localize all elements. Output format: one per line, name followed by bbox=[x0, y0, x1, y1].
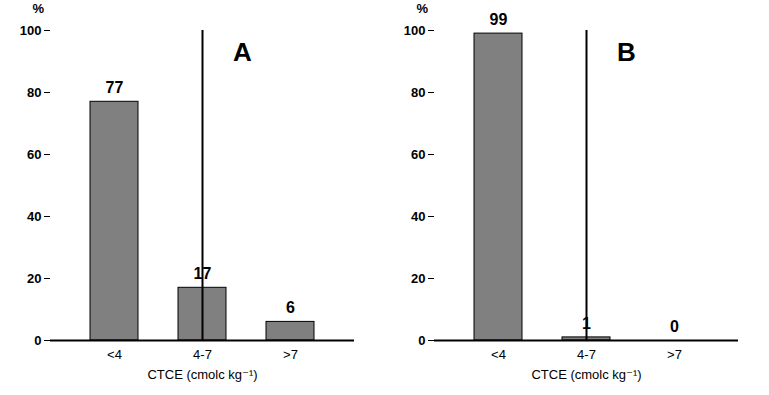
svg-text:>7: >7 bbox=[283, 347, 298, 362]
svg-text:17: 17 bbox=[193, 264, 212, 282]
svg-text:80: 80 bbox=[411, 85, 425, 100]
svg-text:40: 40 bbox=[411, 209, 425, 224]
svg-text:4-7: 4-7 bbox=[193, 347, 212, 362]
svg-text:B: B bbox=[617, 37, 636, 67]
svg-text:6: 6 bbox=[286, 299, 295, 316]
svg-text:100: 100 bbox=[404, 23, 426, 38]
svg-text:<4: <4 bbox=[107, 347, 122, 362]
svg-text:60: 60 bbox=[411, 147, 425, 162]
svg-text:20: 20 bbox=[411, 271, 425, 286]
svg-text:100: 100 bbox=[20, 23, 42, 38]
svg-text:>7: >7 bbox=[667, 347, 682, 362]
svg-text:0: 0 bbox=[34, 333, 41, 348]
svg-text:77: 77 bbox=[106, 79, 124, 96]
svg-text:20: 20 bbox=[27, 271, 41, 286]
svg-text:<4: <4 bbox=[491, 347, 506, 362]
svg-text:CTCE (cmolc kg⁻¹): CTCE (cmolc kg⁻¹) bbox=[147, 367, 257, 382]
svg-text:0: 0 bbox=[670, 318, 679, 335]
svg-text:%: % bbox=[33, 1, 45, 16]
svg-text:1: 1 bbox=[582, 314, 591, 332]
svg-text:0: 0 bbox=[418, 333, 425, 348]
svg-text:CTCE (cmolc kg⁻¹): CTCE (cmolc kg⁻¹) bbox=[531, 367, 641, 382]
svg-text:40: 40 bbox=[27, 209, 41, 224]
svg-text:%: % bbox=[417, 1, 429, 16]
svg-text:60: 60 bbox=[27, 147, 41, 162]
svg-text:99: 99 bbox=[490, 11, 508, 28]
svg-text:A: A bbox=[233, 37, 252, 67]
svg-text:80: 80 bbox=[27, 85, 41, 100]
svg-text:4-7: 4-7 bbox=[577, 347, 596, 362]
